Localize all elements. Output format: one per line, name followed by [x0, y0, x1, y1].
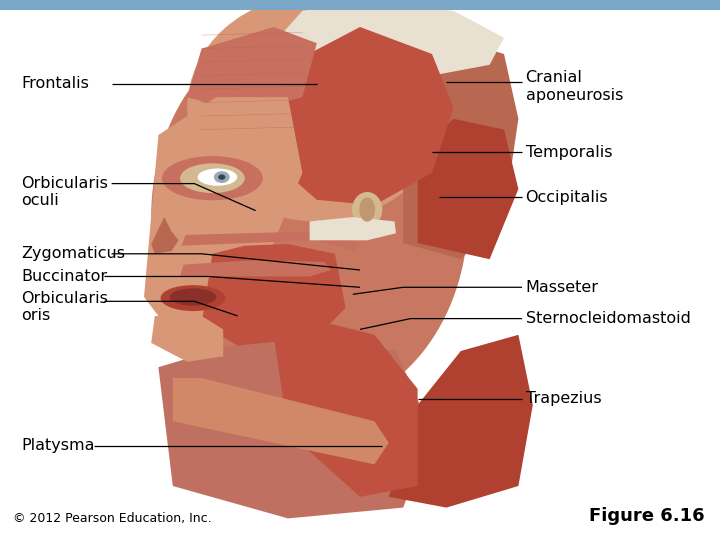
Polygon shape	[187, 27, 317, 113]
Text: Masseter: Masseter	[526, 280, 598, 295]
Polygon shape	[180, 260, 331, 276]
Polygon shape	[389, 335, 533, 508]
Polygon shape	[158, 335, 432, 518]
Ellipse shape	[352, 192, 382, 227]
Polygon shape	[151, 217, 179, 254]
Ellipse shape	[151, 22, 468, 410]
Polygon shape	[274, 27, 454, 205]
Text: Platysma: Platysma	[22, 438, 95, 453]
Text: Figure 6.16: Figure 6.16	[588, 507, 704, 525]
Ellipse shape	[197, 168, 238, 186]
Polygon shape	[418, 119, 518, 259]
Polygon shape	[202, 244, 346, 346]
Polygon shape	[274, 0, 504, 81]
Text: Trapezius: Trapezius	[526, 391, 601, 406]
Polygon shape	[151, 316, 223, 362]
Ellipse shape	[214, 171, 230, 183]
Text: Orbicularis
oris: Orbicularis oris	[22, 291, 109, 323]
Text: Frontalis: Frontalis	[22, 76, 89, 91]
Text: Cranial
aponeurosis: Cranial aponeurosis	[526, 70, 623, 103]
Ellipse shape	[187, 0, 446, 221]
Ellipse shape	[162, 156, 263, 200]
Text: Sternocleidomastoid: Sternocleidomastoid	[526, 311, 690, 326]
Polygon shape	[181, 231, 360, 251]
Ellipse shape	[170, 288, 217, 306]
Polygon shape	[173, 378, 389, 464]
Polygon shape	[144, 97, 302, 335]
Polygon shape	[403, 38, 518, 259]
Text: Orbicularis
oculi: Orbicularis oculi	[22, 176, 109, 208]
Text: Zygomaticus: Zygomaticus	[22, 246, 125, 261]
Bar	[0, 0, 720, 10]
Polygon shape	[310, 217, 396, 240]
Ellipse shape	[218, 174, 225, 180]
Text: Temporalis: Temporalis	[526, 145, 612, 160]
Ellipse shape	[180, 163, 245, 193]
Text: Occipitalis: Occipitalis	[526, 190, 608, 205]
Polygon shape	[274, 324, 418, 497]
Text: © 2012 Pearson Education, Inc.: © 2012 Pearson Education, Inc.	[13, 512, 212, 525]
Ellipse shape	[359, 197, 375, 221]
Ellipse shape	[161, 285, 225, 311]
Text: Buccinator: Buccinator	[22, 269, 108, 284]
